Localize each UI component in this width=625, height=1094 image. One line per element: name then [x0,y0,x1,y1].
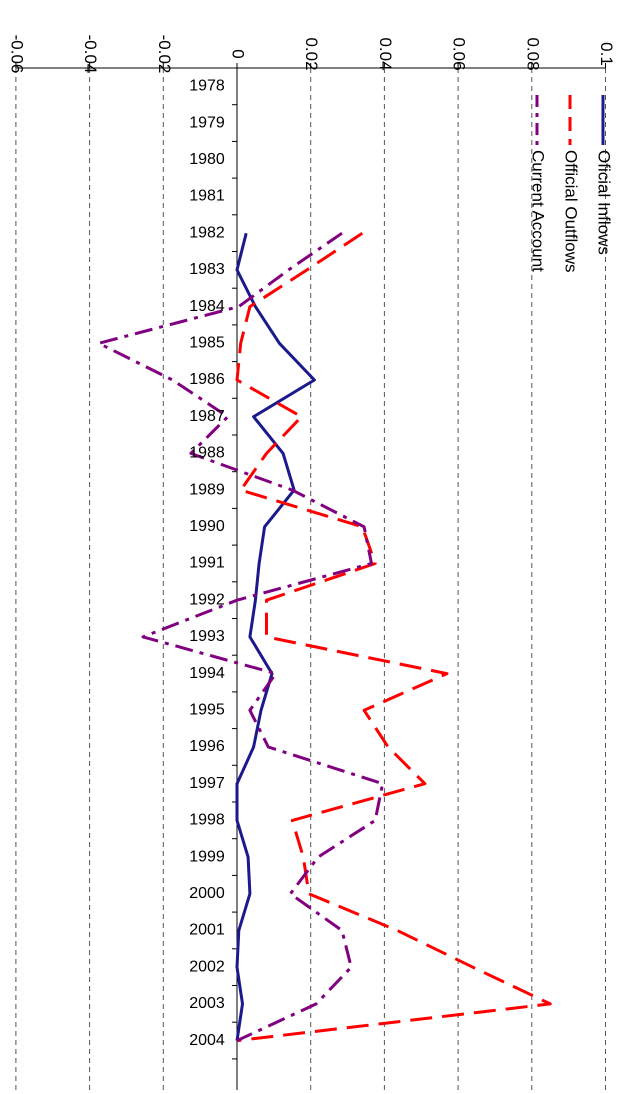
category-tick-label: 1984 [189,298,225,315]
tick-labels: -0.06 -0.04 -0.02 0 0.02 0.04 0.06 0.08 0.1 1978 1… [7,35,616,1049]
category-tick-label: 1992 [189,591,225,608]
category-tick-label: 1999 [189,848,225,865]
axes [15,63,606,1090]
category-tick-label: 1995 [189,701,225,718]
value-tick-label: -0.06 [7,35,26,74]
category-tick-label: 1983 [189,261,225,278]
legend-label: Current Account [529,150,548,272]
category-tick-label: 1979 [189,114,225,131]
category-tick-label: 1987 [189,408,225,425]
category-tick-label: 1997 [189,775,225,792]
value-tick-label: -0.04 [81,35,100,74]
category-tick-label: 1989 [189,481,225,498]
series-line-oficial-inflows [235,232,316,1041]
category-tick-label: 1996 [189,738,225,755]
category-tick-label: 2004 [189,1032,225,1049]
category-tick-label: 1985 [189,334,225,351]
legend-label: Official Outflows [562,150,581,273]
legend-label: Oficial Inflows [595,150,614,255]
series-line-official-outflows [235,231,552,1043]
value-tick-label: 0 [229,49,248,58]
value-tick-label: 0.1 [597,42,616,66]
category-tick-label: 1994 [189,665,225,682]
value-tick-label: 0.06 [450,37,469,70]
value-tick-label: 0.02 [302,37,321,70]
category-tick-label: 1986 [189,371,225,388]
category-tick-label: 1993 [189,628,225,645]
value-tick-label: 0.04 [376,37,395,70]
category-tick-label: 1998 [189,812,225,829]
category-tick-label: 1982 [189,224,225,241]
category-tick-label: 1990 [189,518,225,535]
value-tick-label: 0.08 [523,37,542,70]
category-tick-label: 1988 [189,445,225,462]
category-tick-label: 1980 [189,151,225,168]
category-tick-label: 2000 [189,885,225,902]
category-tick-label: 1978 [189,78,225,95]
value-tick-label: -0.02 [155,35,174,74]
chart-legend: Oficial Inflows Official Outflows Current … [529,95,614,273]
category-tick-label: 2002 [189,958,225,975]
category-tick-label: 1981 [189,188,225,205]
series-line-current-account [97,231,385,1042]
category-tick-label: 2003 [189,995,225,1012]
category-tick-label: 1991 [189,555,225,572]
series-lines [97,231,552,1043]
category-tick-label: 2001 [189,922,225,939]
